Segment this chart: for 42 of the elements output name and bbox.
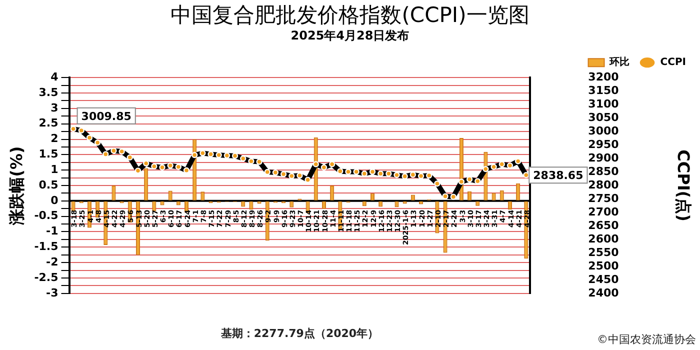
data-label: 3009.85: [81, 110, 132, 123]
y2-tick-label: 3150: [588, 84, 620, 97]
y2-tick-label: 2950: [588, 138, 620, 151]
y2-tick-label: 3050: [588, 110, 620, 124]
legend-label: 环比: [608, 56, 630, 68]
text: ©中国农资流通协会: [597, 332, 696, 346]
y-tick-label: -0.5: [34, 209, 58, 222]
y2-tick-label: 2800: [588, 178, 620, 192]
y2-tick-label: 2550: [588, 246, 620, 259]
y2-tick-label: 2650: [588, 218, 620, 232]
y-tick-label: -1.5: [34, 240, 58, 254]
y2-tick-label: 3100: [588, 97, 620, 110]
y-tick-label: -1: [46, 224, 58, 238]
y-tick-label: 0.5: [38, 178, 58, 192]
y-tick-label: -2: [46, 255, 58, 268]
y-tick-label: 1.5: [38, 148, 58, 161]
y-tick-label: 2: [50, 132, 58, 146]
y2-axis-title: CCPI(点): [674, 150, 694, 222]
chart-title: 中国复合肥批发价格指数(CCPI)一览图: [170, 3, 530, 28]
y-tick-label: 4: [50, 70, 59, 84]
chart-subtitle: 2025年4月28日发布: [290, 28, 410, 43]
y2-tick-label: 2900: [588, 151, 620, 164]
y-tick-label: 2.5: [38, 116, 58, 130]
text: 基期：2277.79点（2020年）: [220, 326, 379, 340]
legend-label: CCPI: [660, 57, 686, 68]
y2-tick-label: 2500: [588, 259, 620, 272]
data-label: 2838.65: [533, 168, 584, 182]
y2-tick-label: 2450: [588, 272, 620, 286]
y-tick-label: 3: [50, 101, 58, 114]
y2-tick-label: 2600: [588, 232, 620, 246]
y2-tick-label: 2400: [588, 286, 620, 300]
y-tick-label: 3.5: [38, 86, 58, 99]
y2-tick-label: 2750: [588, 192, 620, 205]
y2-tick-label: 3200: [588, 70, 620, 84]
y-tick-label: 0: [50, 194, 59, 207]
y-axis-title: 涨跌幅(%): [6, 146, 26, 226]
y-tick-label: 1: [50, 162, 58, 176]
y2-tick-label: 3000: [588, 124, 620, 138]
y2-tick-label: 2700: [588, 205, 620, 218]
y-tick-label: -2.5: [34, 270, 58, 284]
y2-tick-label: 2850: [588, 164, 620, 178]
y-tick-label: -3: [46, 286, 58, 300]
